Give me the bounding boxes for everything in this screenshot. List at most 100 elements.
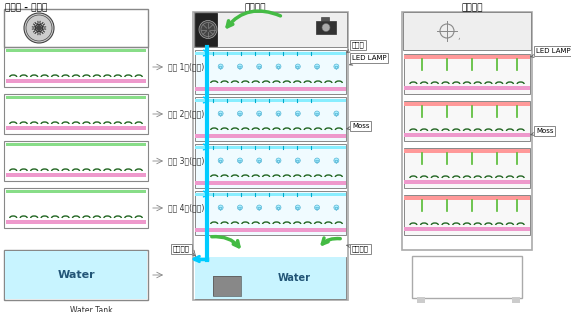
Ellipse shape — [334, 205, 339, 210]
Ellipse shape — [238, 205, 243, 210]
Circle shape — [199, 21, 217, 38]
Bar — [195, 191, 346, 235]
Bar — [404, 149, 530, 153]
Text: Water Tank: Water Tank — [70, 306, 112, 312]
Bar — [195, 97, 346, 141]
Ellipse shape — [315, 111, 320, 116]
Bar — [6, 49, 146, 52]
Polygon shape — [316, 160, 319, 163]
Bar — [194, 12, 347, 47]
Bar — [316, 21, 336, 33]
Bar — [404, 133, 530, 137]
Ellipse shape — [334, 158, 339, 163]
Text: 수중펌프: 수중펌프 — [173, 246, 190, 252]
Bar — [404, 196, 530, 200]
Polygon shape — [277, 114, 280, 116]
Bar — [193, 12, 348, 300]
Polygon shape — [239, 207, 242, 211]
Ellipse shape — [276, 205, 281, 210]
Ellipse shape — [334, 64, 339, 69]
Bar — [5, 251, 147, 299]
Polygon shape — [316, 114, 319, 116]
Circle shape — [36, 25, 42, 31]
Circle shape — [24, 13, 54, 43]
Polygon shape — [335, 160, 338, 163]
Bar — [403, 12, 531, 50]
Bar — [404, 148, 530, 188]
Ellipse shape — [257, 158, 262, 163]
Ellipse shape — [238, 111, 243, 116]
Bar — [4, 250, 148, 300]
Ellipse shape — [315, 64, 320, 69]
Text: 【측면】: 【측면】 — [244, 3, 266, 12]
Bar — [404, 102, 530, 106]
Bar — [195, 52, 346, 55]
Polygon shape — [219, 207, 222, 211]
Text: LED LAMP: LED LAMP — [531, 48, 570, 57]
Polygon shape — [335, 66, 338, 70]
Bar — [404, 101, 530, 141]
Bar — [404, 101, 530, 141]
Text: 【우면】: 【우면】 — [461, 3, 482, 12]
Bar — [195, 50, 346, 94]
Bar — [404, 227, 530, 231]
Text: 이끼 3열(수평): 이끼 3열(수평) — [168, 157, 204, 165]
Bar — [195, 87, 346, 91]
Polygon shape — [296, 66, 299, 70]
Polygon shape — [296, 114, 299, 116]
Text: Moss: Moss — [531, 128, 553, 135]
Text: 이끼 4열(수평): 이끼 4열(수평) — [168, 203, 204, 212]
Bar — [195, 97, 346, 141]
Polygon shape — [296, 207, 299, 211]
Text: 【조립 - 정면】: 【조립 - 정면】 — [5, 3, 47, 12]
Polygon shape — [335, 114, 338, 116]
Bar — [195, 13, 217, 46]
Text: 이끼 1열(수평): 이끼 1열(수평) — [168, 62, 204, 71]
Bar — [6, 79, 146, 83]
Bar — [195, 257, 346, 299]
Bar — [404, 54, 530, 94]
Polygon shape — [258, 160, 261, 163]
Bar — [321, 17, 329, 21]
Bar — [404, 54, 530, 94]
Polygon shape — [239, 160, 242, 163]
Ellipse shape — [218, 158, 223, 163]
Ellipse shape — [295, 64, 300, 69]
Bar — [404, 148, 530, 188]
Bar — [4, 9, 148, 47]
Bar — [4, 141, 148, 181]
Ellipse shape — [218, 64, 223, 69]
Ellipse shape — [295, 111, 300, 116]
Bar — [195, 146, 346, 149]
Text: Water: Water — [57, 270, 95, 280]
Bar — [404, 195, 530, 235]
Bar — [6, 173, 146, 177]
Bar — [194, 12, 347, 47]
Bar — [404, 180, 530, 184]
Ellipse shape — [257, 64, 262, 69]
Bar — [195, 181, 346, 185]
Bar — [404, 86, 530, 90]
Ellipse shape — [315, 205, 320, 210]
Ellipse shape — [276, 111, 281, 116]
Ellipse shape — [218, 205, 223, 210]
Bar — [404, 55, 530, 59]
Bar — [195, 228, 346, 232]
Ellipse shape — [334, 111, 339, 116]
Ellipse shape — [315, 158, 320, 163]
Polygon shape — [277, 66, 280, 70]
Text: 물공급: 물공급 — [347, 42, 365, 52]
Polygon shape — [239, 114, 242, 116]
Bar — [404, 195, 530, 235]
Polygon shape — [258, 207, 261, 211]
Polygon shape — [277, 160, 280, 163]
Bar — [512, 297, 520, 303]
Bar — [4, 94, 148, 134]
Bar — [195, 50, 346, 94]
Bar — [6, 96, 146, 99]
Bar — [402, 12, 532, 250]
Polygon shape — [258, 66, 261, 70]
Ellipse shape — [238, 64, 243, 69]
Ellipse shape — [295, 158, 300, 163]
Bar — [6, 220, 146, 224]
